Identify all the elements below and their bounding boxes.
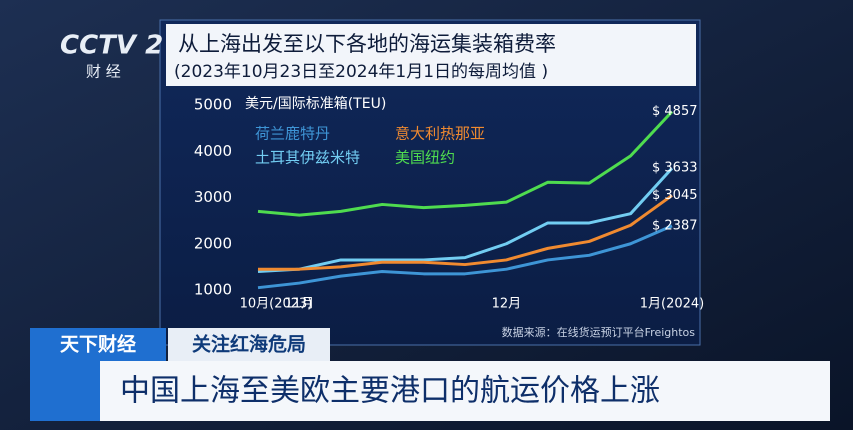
topic: 关注红海危局: [192, 333, 306, 356]
topic-box: [168, 328, 330, 361]
channel: 财 经: [86, 63, 121, 81]
y-tick-label: 1000: [194, 281, 232, 299]
value-label: $ 3045: [652, 188, 698, 203]
legend-entry: 美国纽约: [395, 149, 455, 167]
source: 数据来源：在线货运预订平台Freightos: [502, 325, 696, 339]
value-label: $ 3633: [652, 161, 698, 176]
headline-icon: [30, 361, 100, 421]
chart-title: 从上海出发至以下各地的海运集装箱费率: [178, 32, 556, 56]
legend-entry: 土耳其伊兹米特: [255, 149, 360, 167]
plot: 1000 2000 3000 4000 5000 10月(2023)11月 12月 1月(20…: [194, 96, 704, 312]
series-line: [257, 110, 674, 217]
legend-entry: 荷兰鹿特丹: [255, 125, 330, 143]
program: 天下财经: [60, 333, 136, 356]
y-tick-label: 5000: [194, 96, 232, 114]
title-box: [166, 24, 696, 86]
chart-subtitle: (2023年10月23日至2024年1月1日的每周均值 ): [174, 62, 548, 82]
x-tick-label: 12月: [492, 297, 522, 312]
program-box: [30, 328, 166, 361]
x-tick-label: 1月(2024): [640, 297, 705, 312]
y-tick-label: 2000: [194, 234, 232, 252]
series-line: [257, 224, 673, 290]
series-line: [257, 167, 674, 273]
value-label: $ 2387: [652, 218, 698, 233]
y-tick-label: 4000: [194, 142, 232, 160]
legend-entry: 意大利热那亚: [395, 125, 485, 143]
value-label: $ 4857: [652, 104, 698, 119]
y-axis-label: 美元/国际标准箱(TEU): [245, 96, 386, 112]
y-tick-label: 3000: [194, 188, 232, 206]
headline: 中国上海至美欧主要港口的航运价格上涨: [120, 374, 660, 409]
series-line: [258, 194, 673, 271]
headline-bar: [30, 361, 830, 421]
x-tick-label: 10月(2023): [240, 297, 313, 312]
x-tick-label: 11月: [285, 297, 315, 312]
logo: CCTV 2: [60, 31, 163, 61]
